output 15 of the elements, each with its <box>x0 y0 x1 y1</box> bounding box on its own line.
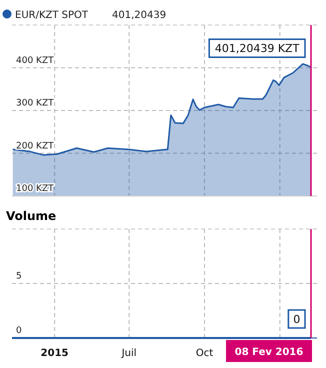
x-tick-label: Oct <box>196 348 214 359</box>
y-tick-label: 200 KZT <box>16 141 54 152</box>
text: 401,20439 <box>112 10 166 21</box>
legend-label: EUR/KZT SPOT <box>15 10 89 21</box>
annotation: 401,20439 KZT <box>214 42 300 56</box>
y-tick-label: 0 <box>16 326 22 336</box>
y-tick-label: 400 KZT <box>16 56 54 66</box>
x-tick-label: 2015 <box>40 348 69 359</box>
ref-line-label: 08 Fev 2016 <box>234 347 304 358</box>
chart-title: Volume <box>6 209 56 223</box>
y-tick-label: 100 KZT <box>16 184 54 194</box>
y-tick-label: 5 <box>16 272 22 282</box>
x-tick-label: Juil <box>120 348 137 359</box>
annotation: 0 <box>293 313 300 326</box>
y-tick-label: 300 KZT <box>16 98 54 108</box>
